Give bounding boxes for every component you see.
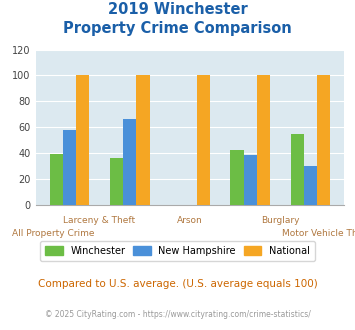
Bar — [110, 158, 123, 205]
Bar — [257, 75, 270, 205]
Bar — [76, 75, 89, 205]
Bar — [123, 119, 136, 205]
Text: Larceny & Theft: Larceny & Theft — [64, 216, 136, 225]
Bar — [244, 155, 257, 205]
Text: Burglary: Burglary — [261, 216, 300, 225]
Bar — [50, 154, 63, 205]
Text: 2019 Winchester: 2019 Winchester — [108, 2, 247, 16]
Legend: Winchester, New Hampshire, National: Winchester, New Hampshire, National — [40, 241, 315, 260]
Text: © 2025 CityRating.com - https://www.cityrating.com/crime-statistics/: © 2025 CityRating.com - https://www.city… — [45, 310, 310, 319]
Text: Arson: Arson — [177, 216, 203, 225]
Text: Property Crime Comparison: Property Crime Comparison — [63, 21, 292, 36]
Text: All Property Crime: All Property Crime — [12, 229, 95, 238]
Bar — [290, 134, 304, 205]
Bar — [197, 75, 210, 205]
Text: Motor Vehicle Theft: Motor Vehicle Theft — [283, 229, 355, 238]
Text: Compared to U.S. average. (U.S. average equals 100): Compared to U.S. average. (U.S. average … — [38, 279, 317, 289]
Bar — [63, 130, 76, 205]
Bar — [317, 75, 330, 205]
Bar — [230, 150, 244, 205]
Bar — [136, 75, 149, 205]
Bar — [304, 166, 317, 205]
